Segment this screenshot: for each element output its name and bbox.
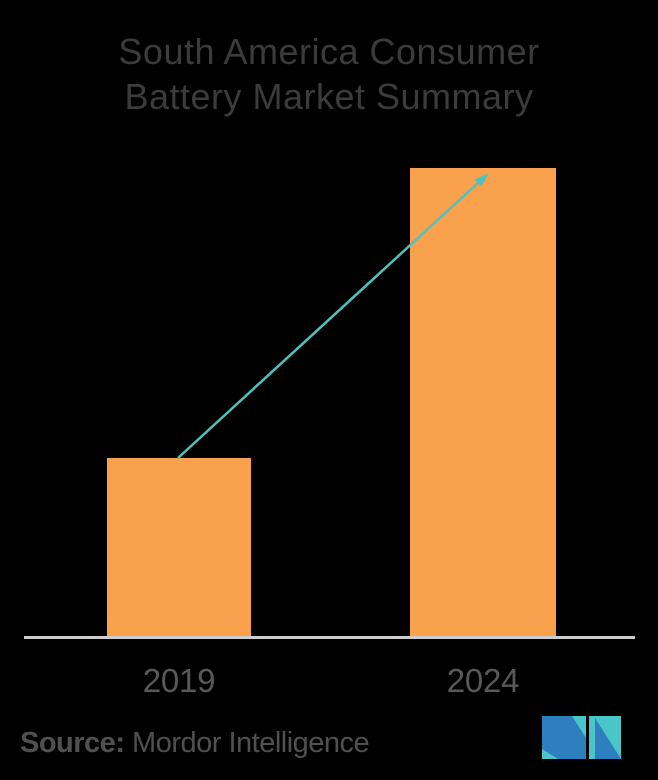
chart-title-line2: Battery Market Summary: [124, 76, 534, 117]
bar-2019: [107, 458, 251, 637]
source-label: Source:: [20, 727, 125, 759]
chart-title: South America Consumer Battery Market Su…: [0, 29, 658, 119]
bar-2024: [410, 168, 556, 637]
source-line: Source: Mordor Intelligence: [20, 727, 370, 760]
logo-left-blue-stroke: [542, 716, 586, 759]
source-name: Mordor Intelligence: [124, 727, 370, 759]
x-axis-line: [24, 636, 635, 639]
x-axis-label-2024: 2024: [446, 662, 520, 699]
mordor-intelligence-logo-icon: [542, 716, 621, 759]
x-axis-label-2019: 2019: [142, 662, 216, 699]
logo-right-blue-stroke: [595, 718, 621, 759]
chart-title-line1: South America Consumer: [118, 31, 540, 72]
